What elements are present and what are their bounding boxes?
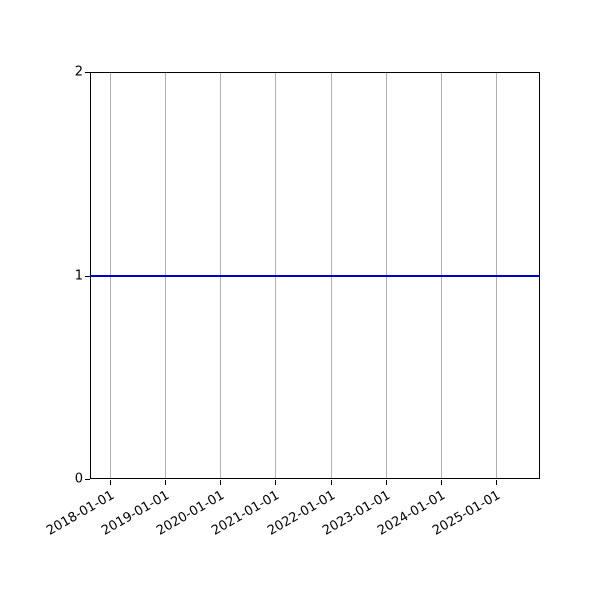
x-tick xyxy=(220,480,221,485)
x-tick xyxy=(496,480,497,485)
x-tick xyxy=(165,480,166,485)
y-tick xyxy=(85,72,90,73)
y-tick-label: 0 xyxy=(74,471,83,487)
x-tick xyxy=(110,480,111,485)
x-tick xyxy=(275,480,276,485)
data-line xyxy=(90,275,540,277)
y-tick xyxy=(85,276,90,277)
y-tick xyxy=(85,479,90,480)
x-tick xyxy=(386,480,387,485)
x-tick xyxy=(331,480,332,485)
y-tick-label: 2 xyxy=(74,64,83,80)
x-tick xyxy=(441,480,442,485)
y-tick-label: 1 xyxy=(74,268,83,284)
